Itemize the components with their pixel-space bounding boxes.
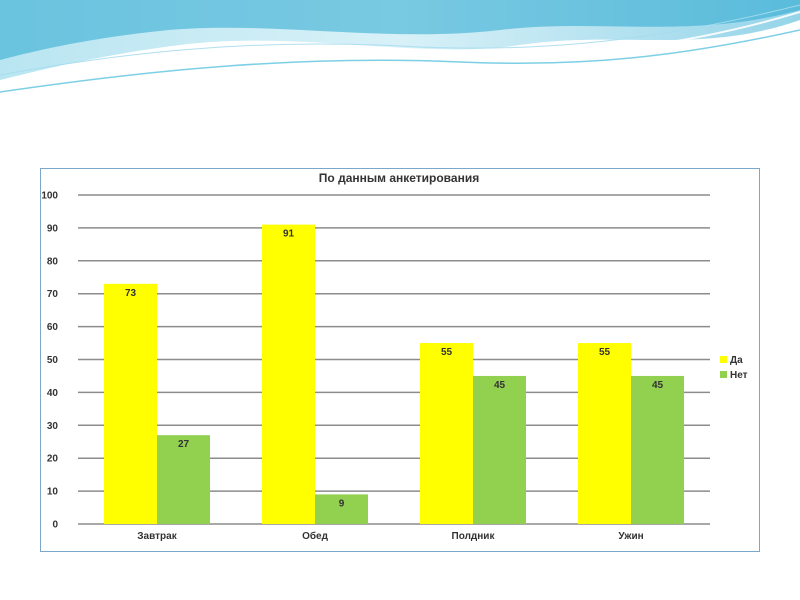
y-tick-label: 40: [47, 388, 59, 399]
bar-value-label: 91: [283, 229, 295, 240]
bar-net: [473, 375, 526, 524]
bar-value-label: 27: [178, 439, 190, 450]
bar-value-label: 55: [441, 347, 453, 358]
y-tick-label: 70: [47, 289, 59, 300]
bar-value-label: 45: [494, 380, 506, 391]
x-category-label: Завтрак: [137, 531, 177, 542]
bar-value-label: 45: [652, 380, 664, 391]
x-category-label: Полдник: [452, 531, 496, 542]
bar-net: [631, 375, 684, 524]
bar-da: [262, 224, 315, 525]
legend: Да Нет: [720, 355, 748, 381]
x-category-label: Обед: [302, 530, 329, 542]
y-tick-label: 30: [47, 421, 59, 432]
y-tick-label: 80: [47, 256, 59, 267]
x-axis-categories: Завтрак Обед Полдник Ужин: [137, 530, 643, 542]
legend-label: Да: [730, 355, 743, 366]
legend-swatch: [720, 371, 727, 378]
y-axis-ticks: 0 10 20 30 40 50 60 70 80 90 100: [41, 191, 58, 531]
legend-label: Нет: [730, 370, 748, 381]
y-tick-label: 50: [47, 355, 59, 366]
x-category-label: Ужин: [618, 531, 643, 542]
y-tick-label: 10: [47, 487, 59, 498]
bar-net: [315, 494, 368, 524]
bar-chart: По данным анкетирования 0 10 20 30 40 50 60 70 8…: [41, 171, 748, 542]
bar-net: [157, 435, 210, 524]
legend-swatch: [720, 356, 727, 363]
y-tick-label: 20: [47, 454, 59, 465]
bar-da: [104, 283, 157, 524]
y-tick-label: 60: [47, 322, 59, 333]
bar-value-label: 9: [339, 498, 345, 509]
chart-frame: По данным анкетирования 0 10 20 30 40 50 60 70 8…: [40, 168, 760, 552]
y-tick-label: 0: [52, 520, 58, 531]
slide-header-wave-decoration: [0, 0, 800, 93]
data-labels: 73 27 91 9 55 45 55 45: [125, 229, 664, 510]
bars: [104, 224, 684, 525]
bar-da: [420, 343, 473, 524]
bar-da: [578, 343, 631, 524]
bar-value-label: 55: [599, 347, 611, 358]
y-tick-label: 100: [41, 191, 58, 202]
chart-title: По данным анкетирования: [319, 171, 479, 185]
y-tick-label: 90: [47, 223, 59, 234]
bar-value-label: 73: [125, 288, 137, 299]
